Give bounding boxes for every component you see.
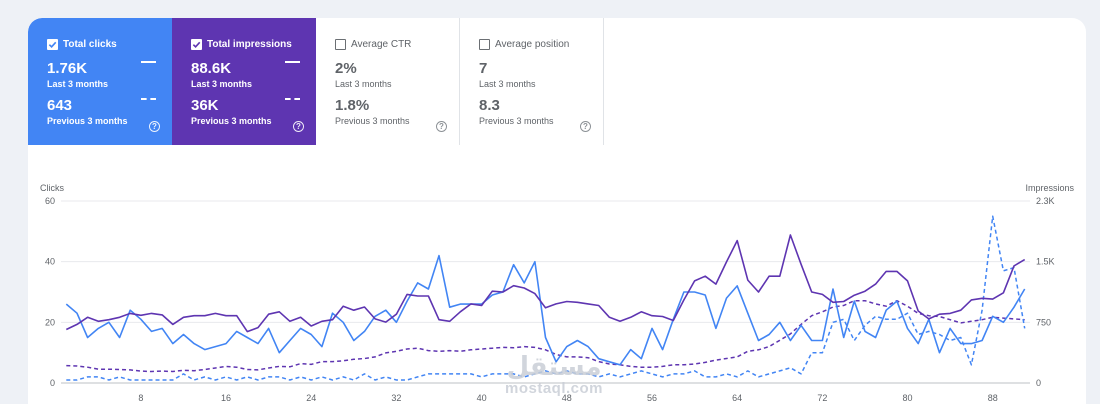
metric-period: Last 3 months (191, 79, 253, 89)
metric-value: 1.76K (47, 60, 88, 77)
metric-value: 7 (479, 60, 488, 77)
solid-line-legend-icon (285, 61, 300, 63)
metric-value: 88.6K (191, 60, 232, 77)
x-axis-tick-label: 40 (477, 393, 487, 401)
left-axis-tick-label: 20 (45, 317, 55, 327)
metric-value: 2% (335, 60, 357, 77)
dashed-line-legend-icon (141, 98, 156, 100)
metric-period: Last 3 months (479, 79, 536, 89)
metric-previous-value: 643 (47, 97, 73, 114)
right-axis-tick-label: 0 (1036, 378, 1041, 388)
chart-labels: 0 0 20 750 40 1.5K 60 2.3K Clicks Impressions 8 16 2… (40, 183, 1075, 403)
metric-previous-period: Previous 3 months (47, 116, 128, 126)
dashed-line-legend-icon (285, 98, 300, 100)
metric-previous-period: Previous 3 months (335, 116, 410, 126)
metric-previous-value: 1.8% (335, 97, 370, 114)
metric-previous-value: 36K (191, 97, 219, 114)
right-axis-tick-label: 750 (1036, 317, 1051, 327)
metric-previous-value: 8.3 (479, 97, 500, 114)
card-title: Average CTR (351, 39, 412, 50)
metric-cards: Total clicks 1.76K Last 3 months 643 Pre… (28, 18, 604, 145)
x-axis-tick-label: 16 (221, 393, 231, 401)
checkbox-checked-icon[interactable] (191, 39, 202, 50)
series-line-impressions_current (65, 234, 1026, 333)
series-line-clicks_current (65, 254, 1026, 366)
right-axis-tick-label: 2.3K (1036, 196, 1055, 206)
x-axis-tick-label: 8 (138, 393, 143, 401)
x-axis-tick-label: 24 (306, 393, 316, 401)
help-icon[interactable]: ? (293, 121, 304, 132)
metric-period: Last 3 months (47, 79, 109, 89)
x-axis-tick-label: 80 (903, 393, 913, 401)
x-axis-tick-label: 32 (391, 393, 401, 401)
x-axis-tick-label: 56 (647, 393, 657, 401)
series-line-impressions_previous (66, 299, 1025, 373)
checkbox-unchecked-icon[interactable] (335, 39, 346, 50)
performance-chart: 0 0 20 750 40 1.5K 60 2.3K Clicks Impressions 8 16 2… (28, 161, 1086, 403)
x-axis-tick-label: 72 (817, 393, 827, 401)
chart-series (65, 215, 1026, 381)
performance-panel: Total clicks 1.76K Last 3 months 643 Pre… (28, 18, 1086, 404)
checkbox-checked-icon[interactable] (47, 39, 58, 50)
x-axis-tick-label: 48 (562, 393, 572, 401)
x-axis-tick-label: 88 (988, 393, 998, 401)
checkbox-unchecked-icon[interactable] (479, 39, 490, 50)
right-axis-label: Impressions (1025, 183, 1074, 193)
help-icon[interactable]: ? (580, 121, 591, 132)
card-average-position[interactable]: Average position 7 Last 3 months 8.3 Pre… (460, 18, 604, 145)
watermark: مستقل mostaql.com (494, 353, 614, 396)
left-axis-tick-label: 0 (50, 378, 55, 388)
metric-previous-period: Previous 3 months (191, 116, 272, 126)
metric-period: Last 3 months (335, 79, 392, 89)
watermark-latin: mostaql.com (504, 380, 604, 397)
card-title: Average position (495, 39, 570, 50)
card-title: Total impressions (207, 39, 292, 50)
solid-line-legend-icon (141, 61, 156, 63)
right-axis-tick-label: 1.5K (1036, 257, 1055, 267)
left-axis-tick-label: 60 (45, 196, 55, 206)
help-icon[interactable]: ? (149, 121, 160, 132)
watermark-arabic: مستقل (506, 352, 602, 382)
x-axis-tick-label: 64 (732, 393, 742, 401)
card-total-impressions[interactable]: Total impressions 88.6K Last 3 months 36… (172, 18, 316, 145)
metric-previous-period: Previous 3 months (479, 116, 554, 126)
series-line-clicks_previous (66, 215, 1026, 381)
left-axis-label: Clicks (40, 183, 64, 193)
left-axis-tick-label: 40 (45, 257, 55, 267)
card-average-ctr[interactable]: Average CTR 2% Last 3 months 1.8% Previo… (316, 18, 460, 145)
chart-svg: 0 0 20 750 40 1.5K 60 2.3K Clicks Impressions 8 16 2… (40, 183, 1075, 403)
card-title: Total clicks (63, 39, 117, 50)
help-icon[interactable]: ? (436, 121, 447, 132)
card-total-clicks[interactable]: Total clicks 1.76K Last 3 months 643 Pre… (28, 18, 172, 145)
